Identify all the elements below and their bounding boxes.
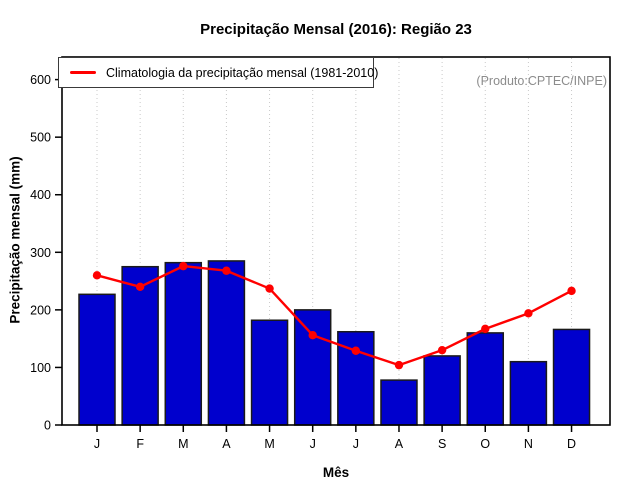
x-tick-label: J <box>353 437 359 451</box>
x-tick-label: O <box>480 437 490 451</box>
legend: Climatologia da precipitação mensal (198… <box>58 57 378 88</box>
y-tick-label: 0 <box>44 419 51 433</box>
climatology-point-11 <box>524 309 533 318</box>
x-tick-label: M <box>178 437 188 451</box>
y-tick-label: 500 <box>30 131 51 145</box>
climatology-point-6 <box>308 330 317 340</box>
x-tick-label: J <box>94 437 100 451</box>
climatology-point-4 <box>222 266 231 275</box>
x-tick-label: S <box>438 437 446 451</box>
bar-d-12 <box>552 328 591 426</box>
bar-a-8 <box>380 379 418 426</box>
chart-title: Precipitação Mensal (2016): Região 23 <box>200 21 472 38</box>
climatology-line <box>95 264 573 367</box>
x-axis-title: Mês <box>322 465 350 480</box>
x-tick-label: D <box>567 437 576 451</box>
bar-o-10 <box>466 332 505 426</box>
climatology-point-12 <box>567 286 576 296</box>
climatology-point-5 <box>265 284 274 293</box>
x-tick-label: N <box>524 437 533 451</box>
bar-j-1 <box>78 293 116 426</box>
x-tick-label: A <box>395 437 404 451</box>
x-tick-label: A <box>222 437 231 451</box>
bar-n-11 <box>509 360 548 426</box>
legend-line-swatch-icon <box>70 71 96 74</box>
x-tick-label: M <box>264 437 274 451</box>
y-axis-title: Precipitação mensal (mm) <box>7 156 23 324</box>
y-tick-label: 200 <box>30 303 51 317</box>
x-tick-label: F <box>136 437 144 451</box>
bar-j-6 <box>293 309 332 426</box>
bar-s-9 <box>423 355 461 426</box>
climatology-point-7 <box>351 346 361 355</box>
bar-a-4 <box>207 260 246 426</box>
y-tick-label: 100 <box>30 361 51 375</box>
x-tick-label: J <box>310 437 316 451</box>
product-annotation: (Produto:CPTEC/INPE) <box>476 74 607 88</box>
legend-label: Climatologia da precipitação mensal (198… <box>106 65 379 80</box>
climatology-point-1 <box>92 271 102 280</box>
y-tick-label: 600 <box>30 73 51 87</box>
bar-m-3 <box>164 261 203 426</box>
climatology-point-2 <box>135 282 145 292</box>
climatology-point-3 <box>179 261 188 271</box>
y-tick-label: 400 <box>30 188 51 202</box>
bar-m-5 <box>250 319 289 426</box>
y-tick-label: 300 <box>30 246 51 260</box>
climatology-point-9 <box>437 345 447 355</box>
climatology-point-10 <box>481 324 490 334</box>
climatology-point-8 <box>394 360 404 370</box>
